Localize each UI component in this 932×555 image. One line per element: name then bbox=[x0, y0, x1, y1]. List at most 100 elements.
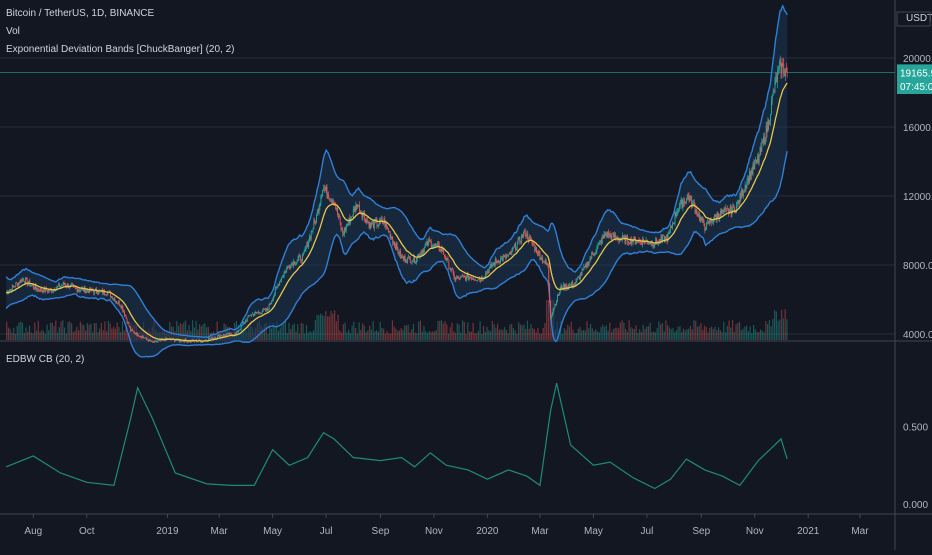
candle-body bbox=[619, 238, 621, 242]
volume-bar bbox=[379, 321, 381, 340]
candle-body bbox=[255, 312, 257, 313]
volume-bar bbox=[700, 323, 702, 340]
candle-body bbox=[550, 316, 552, 319]
candle-body bbox=[653, 244, 655, 247]
candle-body bbox=[20, 279, 22, 283]
volume-bar bbox=[58, 327, 60, 340]
volume-bar bbox=[88, 324, 90, 340]
candle-body bbox=[432, 246, 434, 248]
volume-bar bbox=[407, 324, 409, 340]
volume-bar bbox=[184, 320, 187, 340]
candle-body bbox=[650, 243, 651, 245]
volume-bar bbox=[27, 331, 29, 340]
candle-body bbox=[252, 313, 253, 315]
oscillator-legend[interactable]: EDBW CB (20, 2) bbox=[6, 354, 85, 365]
candle-body bbox=[673, 222, 675, 224]
candle-body bbox=[351, 216, 353, 218]
time-tick-label: Sep bbox=[372, 526, 390, 537]
candle-body bbox=[412, 261, 414, 262]
candle-body bbox=[405, 261, 407, 262]
volume-bar bbox=[41, 329, 43, 340]
candle-body bbox=[404, 255, 406, 262]
volume-bar bbox=[291, 325, 294, 340]
volume-bar bbox=[528, 328, 530, 340]
candle-body bbox=[25, 278, 26, 283]
volume-bar bbox=[262, 327, 264, 340]
candle-body bbox=[778, 69, 779, 71]
candle-body bbox=[601, 236, 603, 244]
candle-body bbox=[284, 271, 286, 274]
volume-bar bbox=[423, 326, 425, 340]
volume-bar bbox=[288, 322, 290, 340]
volume-bar bbox=[302, 323, 304, 340]
candle-body bbox=[174, 340, 176, 342]
candle-body bbox=[42, 290, 44, 293]
candle-body bbox=[57, 286, 59, 287]
volume-bar bbox=[454, 332, 457, 340]
candle-body bbox=[218, 334, 220, 338]
volume-bar bbox=[337, 314, 339, 340]
volume-bar bbox=[726, 325, 728, 340]
candle-body bbox=[336, 207, 338, 210]
volume-bar bbox=[297, 323, 299, 340]
volume-bar bbox=[426, 333, 429, 340]
basis-line-layer bbox=[6, 82, 788, 342]
price-tick-label: 12000.00 bbox=[903, 192, 932, 203]
candle-body bbox=[287, 266, 289, 268]
candle-body bbox=[433, 245, 435, 247]
candle-body bbox=[537, 250, 539, 255]
candle-body bbox=[543, 262, 545, 263]
candle-body bbox=[708, 220, 710, 225]
candle-body bbox=[68, 287, 70, 288]
volume-bar bbox=[123, 330, 125, 340]
candle-body bbox=[474, 279, 476, 281]
volume-bar bbox=[693, 320, 695, 340]
time-tick-label: Mar bbox=[211, 526, 229, 537]
candle-body bbox=[151, 340, 153, 342]
volume-bar bbox=[738, 321, 741, 340]
indicator-legend[interactable]: Exponential Deviation Bands [ChuckBanger… bbox=[6, 44, 235, 55]
candle-body bbox=[36, 288, 38, 291]
volume-bar bbox=[765, 321, 767, 340]
symbol-legend[interactable]: Bitcoin / TetherUS, 1D, BINANCE bbox=[6, 8, 155, 19]
candle-body bbox=[425, 244, 427, 246]
candle-body bbox=[201, 341, 203, 343]
candle-body bbox=[482, 279, 484, 280]
volume-bar bbox=[623, 322, 625, 340]
candle-body bbox=[307, 242, 309, 247]
volume-bar bbox=[509, 324, 511, 340]
candle-body bbox=[579, 276, 580, 280]
candle-body bbox=[22, 278, 24, 280]
candle-body bbox=[535, 247, 537, 251]
candle-body bbox=[714, 214, 715, 220]
candle-body bbox=[674, 212, 676, 223]
volume-bar bbox=[284, 321, 287, 340]
candle-body bbox=[259, 311, 260, 313]
candle-body bbox=[313, 220, 315, 230]
candle-body bbox=[661, 236, 663, 240]
volume-bar bbox=[181, 324, 183, 340]
candle-body bbox=[377, 225, 379, 227]
candle-body bbox=[507, 255, 509, 257]
candle-body bbox=[576, 279, 578, 281]
candle-body bbox=[103, 290, 104, 294]
candle-body bbox=[287, 266, 289, 269]
candle-body bbox=[577, 277, 579, 280]
candle-body bbox=[715, 216, 717, 220]
candle-body bbox=[306, 242, 308, 248]
candle-body bbox=[301, 260, 303, 262]
volume-legend[interactable]: Vol bbox=[6, 26, 20, 37]
candle-body bbox=[722, 210, 724, 213]
volume-bar bbox=[497, 323, 499, 340]
countdown-label: 07:45:09 bbox=[900, 82, 932, 93]
candle-body bbox=[16, 282, 18, 284]
candle-body bbox=[454, 278, 456, 280]
volume-bar bbox=[644, 329, 646, 340]
volume-bar bbox=[707, 332, 709, 340]
candle-body bbox=[491, 263, 493, 267]
candle-body bbox=[623, 235, 625, 238]
candle-body bbox=[707, 221, 708, 222]
volume-bar bbox=[356, 333, 358, 340]
